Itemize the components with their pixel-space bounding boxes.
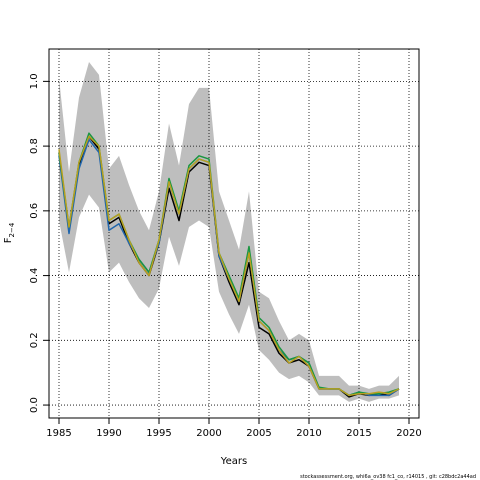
x-axis: 1985 1990 1995 2000 2005 2010 2015 2020 [46,418,422,439]
y-axis-title-subscript: 2−4 [8,222,16,237]
x-tick-label: 1990 [96,428,121,439]
confidence-band [59,61,399,402]
x-tick-label: 2000 [196,428,221,439]
x-tick-label: 1995 [146,428,171,439]
y-tick-label: 0.4 [29,268,40,284]
y-tick-label: 0.2 [29,332,40,348]
footer-credit: stockassessment.org, whi6a_ov38 fc1_co, … [300,474,476,480]
series-layer [58,132,400,398]
x-tick-label: 1985 [46,428,71,439]
x-tick-label: 2005 [246,428,271,439]
y-tick-label: 0.0 [29,397,40,413]
y-tick-label: 1.0 [29,73,40,89]
y-axis-title: F2−4 [3,222,16,243]
series-line-4 [58,135,400,397]
plot-frame [48,48,420,419]
x-axis-title: Years [220,456,247,467]
confidence-band-layer [59,61,399,402]
y-tick-label: 0.6 [29,203,40,219]
y-axis: 0.0 0.2 0.4 0.6 0.8 1.0 [29,73,49,413]
y-tick-label: 0.8 [29,138,40,154]
y-axis-title-main: F [3,237,14,243]
x-tick-label: 2010 [296,428,321,439]
x-tick-label: 2015 [346,428,371,439]
x-tick-label: 2020 [396,428,421,439]
